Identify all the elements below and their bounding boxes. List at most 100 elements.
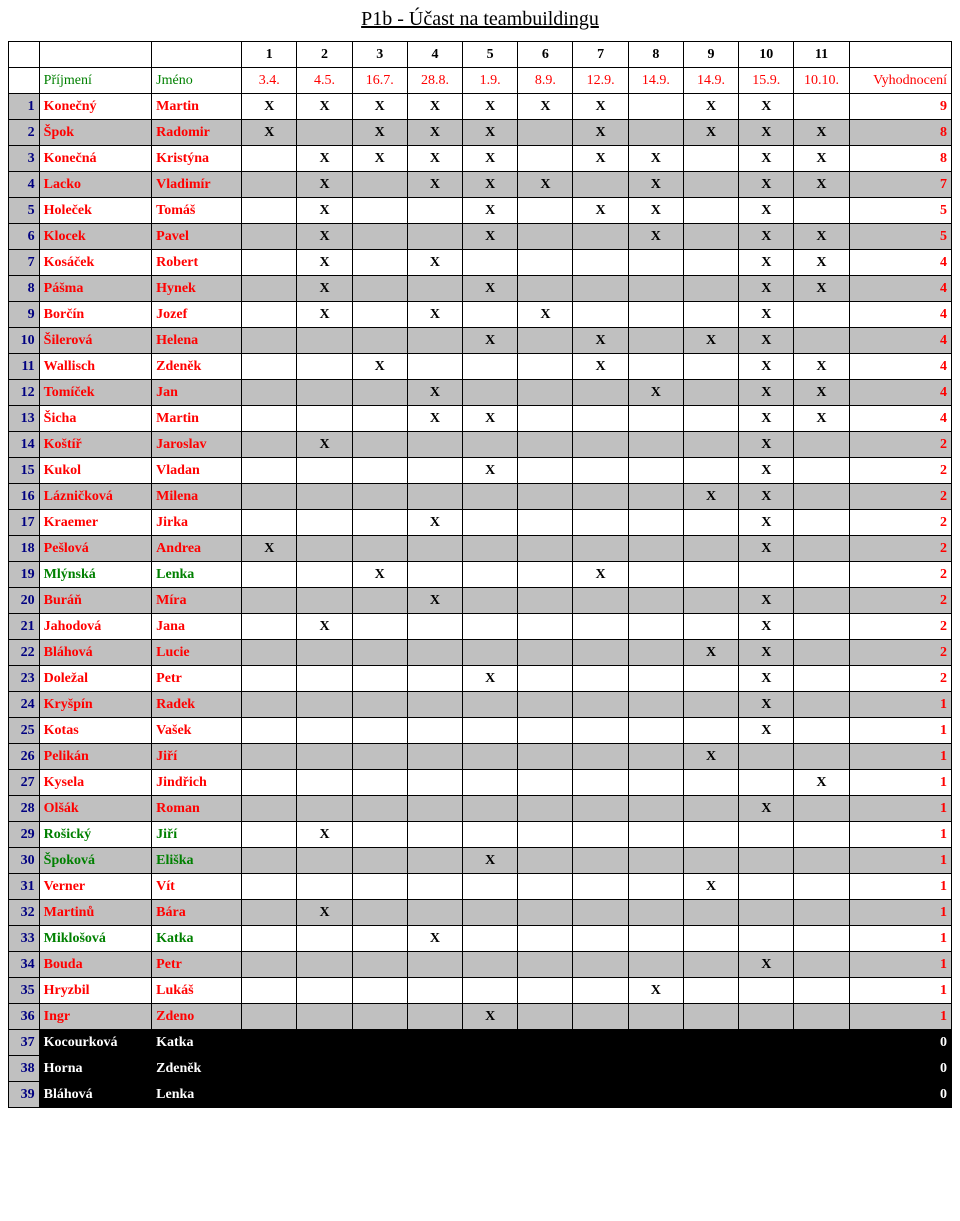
mark-cell	[794, 302, 849, 328]
surname-cell: Pášma	[39, 276, 152, 302]
surname-cell: Bouda	[39, 952, 152, 978]
mark-cell: X	[463, 328, 518, 354]
mark-cell: X	[628, 198, 683, 224]
mark-cell	[628, 744, 683, 770]
mark-cell	[242, 1004, 297, 1030]
firstname-cell: Lukáš	[152, 978, 242, 1004]
mark-cell	[297, 666, 352, 692]
firstname-cell: Petr	[152, 952, 242, 978]
mark-cell: X	[352, 94, 407, 120]
mark-cell	[794, 328, 849, 354]
eval-cell: 2	[849, 510, 951, 536]
mark-cell: X	[242, 536, 297, 562]
mark-cell	[573, 172, 628, 198]
mark-cell: X	[242, 94, 297, 120]
mark-cell: X	[407, 250, 462, 276]
mark-cell: X	[739, 406, 794, 432]
mark-cell	[297, 1004, 352, 1030]
row-number: 16	[9, 484, 40, 510]
row-number: 17	[9, 510, 40, 536]
surname-cell: Jahodová	[39, 614, 152, 640]
eval-cell: 2	[849, 588, 951, 614]
eval-cell: 4	[849, 302, 951, 328]
mark-cell	[683, 614, 738, 640]
mark-cell: X	[352, 146, 407, 172]
table-row: 15KukolVladanXX2	[9, 458, 952, 484]
mark-cell	[463, 1030, 518, 1056]
surname-cell: Kryšpín	[39, 692, 152, 718]
mark-cell	[352, 1030, 407, 1056]
mark-cell	[352, 536, 407, 562]
mark-cell	[407, 692, 462, 718]
mark-cell: X	[794, 276, 849, 302]
eval-cell: 0	[849, 1082, 951, 1108]
firstname-cell: Kristýna	[152, 146, 242, 172]
mark-cell: X	[739, 432, 794, 458]
row-number: 14	[9, 432, 40, 458]
mark-cell	[573, 1082, 628, 1108]
eval-cell: 1	[849, 874, 951, 900]
mark-cell: X	[407, 588, 462, 614]
firstname-cell: Míra	[152, 588, 242, 614]
firstname-cell: Martin	[152, 94, 242, 120]
row-number: 3	[9, 146, 40, 172]
row-number: 27	[9, 770, 40, 796]
surname-cell: Kotas	[39, 718, 152, 744]
mark-cell: X	[794, 120, 849, 146]
firstname-cell: Zdeno	[152, 1004, 242, 1030]
eval-cell: 1	[849, 978, 951, 1004]
mark-cell	[242, 484, 297, 510]
mark-cell	[297, 1030, 352, 1056]
surname-cell: Ingr	[39, 1004, 152, 1030]
mark-cell	[242, 276, 297, 302]
mark-cell	[518, 1056, 573, 1082]
mark-cell	[683, 588, 738, 614]
col-num-2: 2	[297, 42, 352, 68]
mark-cell	[518, 874, 573, 900]
row-number: 33	[9, 926, 40, 952]
table-row: 34BoudaPetrX1	[9, 952, 952, 978]
mark-cell	[573, 900, 628, 926]
mark-cell	[242, 1056, 297, 1082]
row-number: 8	[9, 276, 40, 302]
mark-cell: X	[463, 848, 518, 874]
mark-cell	[242, 406, 297, 432]
mark-cell	[573, 640, 628, 666]
mark-cell	[739, 848, 794, 874]
surname-cell: Holeček	[39, 198, 152, 224]
surname-cell: Miklošová	[39, 926, 152, 952]
firstname-cell: Roman	[152, 796, 242, 822]
mark-cell	[242, 900, 297, 926]
mark-cell	[518, 146, 573, 172]
mark-cell	[683, 146, 738, 172]
mark-cell	[628, 94, 683, 120]
mark-cell	[463, 796, 518, 822]
mark-cell	[407, 354, 462, 380]
mark-cell	[628, 640, 683, 666]
row-number: 5	[9, 198, 40, 224]
attendance-table: 1 2 3 4 5 6 7 8 9 10 11 Příjmení Jméno 3…	[8, 41, 952, 1108]
mark-cell: X	[739, 302, 794, 328]
mark-cell	[242, 328, 297, 354]
mark-cell	[407, 536, 462, 562]
header-date-11: 10.10.	[794, 68, 849, 94]
mark-cell	[242, 172, 297, 198]
mark-cell	[297, 458, 352, 484]
mark-cell	[407, 198, 462, 224]
mark-cell	[352, 1004, 407, 1030]
mark-cell	[297, 744, 352, 770]
mark-cell	[739, 1030, 794, 1056]
mark-cell	[518, 900, 573, 926]
mark-cell	[739, 562, 794, 588]
mark-cell	[463, 692, 518, 718]
mark-cell: X	[297, 302, 352, 328]
mark-cell: X	[739, 94, 794, 120]
table-row: 31VernerVítX1	[9, 874, 952, 900]
mark-cell	[407, 640, 462, 666]
col-num-9: 9	[683, 42, 738, 68]
mark-cell	[407, 796, 462, 822]
mark-cell: X	[407, 926, 462, 952]
mark-cell	[683, 172, 738, 198]
mark-cell	[407, 432, 462, 458]
mark-cell	[518, 484, 573, 510]
